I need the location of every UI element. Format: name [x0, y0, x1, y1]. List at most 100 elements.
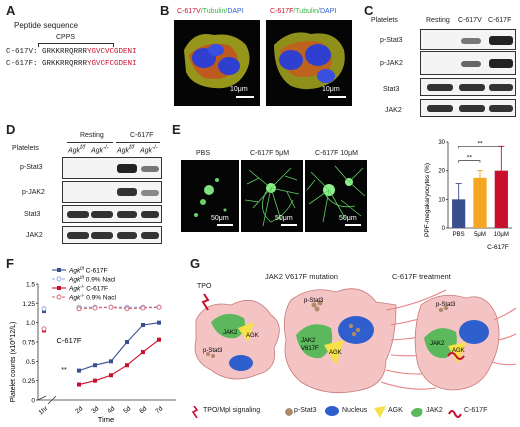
- c-blot-pstat3: [420, 29, 516, 50]
- g-nucleus-1: [229, 355, 253, 371]
- c-row-pjak2: p-JAK2: [380, 60, 403, 67]
- g-jak2-2: [296, 324, 333, 359]
- e-micro-10um: 50μm: [305, 160, 367, 232]
- line-chart: 0 0.25 0.5 0.75 1.0 1.25 1.5 1hr 2d 3d 4d 5d 6d 7d Pl…: [10, 266, 176, 424]
- g-jak2-1: [211, 313, 245, 339]
- cpps-bracket: [38, 43, 114, 47]
- g-legend-agk: AGK: [388, 407, 403, 414]
- d-lane-1: Agkf/f: [68, 145, 86, 155]
- panel-e-label: E: [172, 122, 181, 137]
- bar-sig-bracket-1: [458, 145, 502, 149]
- g-label-v617f-2: V617F: [301, 346, 319, 352]
- line-ytick-label: 0.25: [22, 378, 35, 385]
- g-agk-1: [238, 322, 254, 342]
- line-ytick-label: 0.5: [26, 359, 35, 366]
- line-point-2-5: [141, 350, 145, 355]
- c-col-617v: C-617V: [458, 17, 482, 24]
- line-xtick-label-2: 3d: [90, 405, 100, 415]
- cpps-label: CPPS: [56, 34, 76, 41]
- g-nucleus-3: [459, 320, 489, 344]
- d-lane-4: Agk-/-: [140, 145, 158, 155]
- c-row-pstat3: p-Stat3: [380, 37, 403, 44]
- line-legend-marker-3: [56, 294, 62, 300]
- c-row-stat3: Stat3: [383, 86, 400, 93]
- d-row-pjak2: p-JAK2: [22, 189, 45, 196]
- g-legend-jak2: JAK2: [426, 407, 443, 414]
- panel-b-label: B: [160, 3, 170, 18]
- d-row-pstat3: p-Stat3: [20, 164, 43, 171]
- bar-sig-label-0: **: [467, 155, 473, 162]
- e-label-10um: C-617F 10μM: [315, 150, 358, 157]
- g-label-pstat3-1: p-Stat3: [203, 348, 223, 354]
- d-header: Platelets: [12, 145, 39, 152]
- g-legend-nucleus: Nucleus: [342, 407, 368, 414]
- line-point-3-5: [140, 305, 146, 311]
- panel-a-label: A: [6, 3, 16, 18]
- g-label-agk-3: AGK: [452, 348, 465, 354]
- line-legend-marker-0: [57, 268, 61, 272]
- bar-xtick-label-2: 10μM: [494, 232, 509, 238]
- g-label-jak2-1: JAK2: [223, 330, 238, 336]
- line-xtick-label-5: 6d: [138, 405, 148, 415]
- g-label-pstat3-2: p-Stat3: [304, 298, 324, 304]
- d-row-stat3: Stat3: [24, 211, 41, 218]
- c-blot-stat3: [420, 78, 516, 96]
- line-point-2-1: [77, 382, 81, 387]
- c-blot-pjak2: [420, 51, 516, 75]
- micro-1-title: C-617V/Tubulin/DAPI: [177, 8, 244, 15]
- line-ytick-label: 0: [31, 398, 35, 405]
- bar-ytick-label: 10: [438, 197, 445, 203]
- line-ytick-label: 1.0: [26, 320, 35, 327]
- scale-617v: 10μm: [230, 86, 248, 93]
- line-axis-break: [37, 395, 57, 405]
- line-point-0-6: [157, 320, 161, 325]
- g-tpo-label: TPO: [197, 283, 212, 290]
- e-label-pbs: PBS: [196, 150, 211, 157]
- panel-g-label: G: [190, 256, 201, 271]
- line-legend-marker-1: [56, 276, 62, 282]
- g-agk-2: [324, 340, 344, 365]
- e-scale-5um: 50μm: [275, 215, 293, 222]
- g-label-agk-2: AGK: [329, 350, 342, 356]
- panel-f-label: F: [6, 256, 14, 271]
- d-lane-3: Agkf/f: [117, 145, 135, 155]
- bar-ytick-label: 0: [442, 226, 446, 232]
- peptide-row-617f: C-617F: GRKKRRQRRRYGVCFCGDENI: [6, 60, 137, 68]
- line-point-3-1: [76, 306, 82, 312]
- e-micro-pbs: 50μm: [181, 160, 239, 232]
- e-micro-5um: 50μm: [241, 160, 303, 232]
- bar-ytick-label: 20: [438, 169, 445, 175]
- d-lane-2: Agk-/-: [91, 145, 109, 155]
- g-legend: TPO/Mpl signaling p-Stat3 Nucleus AGK JA…: [190, 405, 516, 421]
- bar-2: [494, 170, 508, 228]
- peptide-row-617v: C-617V: GRKKRRQRRRYGVCVCGDENI: [6, 48, 137, 56]
- line-chart-ylabel: Platelet counts (x10^12/L): [10, 322, 17, 403]
- c-col-resting: Resting: [426, 17, 450, 24]
- d-blot-pstat3: [62, 157, 162, 179]
- g-diagram: JAK2 p-Stat3 AGK p-Stat3 JAK2 V617F AGK …: [194, 288, 517, 394]
- bar-ytick-label: 30: [438, 140, 445, 146]
- line-series-0: [78, 322, 160, 372]
- line-point-2-4: [125, 363, 129, 368]
- bar-xtick-label-1: 5μM: [474, 232, 486, 238]
- line-ytick-label: 1.25: [22, 301, 35, 308]
- line-legend-label-0: Agkf/f C-617F: [68, 266, 107, 275]
- bar-1: [473, 177, 487, 228]
- g-label-pstat3-3: p-Stat3: [436, 302, 456, 308]
- c-row-jak2: JAK2: [385, 107, 402, 114]
- line-series-2: [78, 339, 160, 386]
- line-legend-label-1: Agkf/f 0.9% Nacl: [68, 275, 116, 284]
- line-point-1-0: [41, 306, 47, 312]
- g-jak2-3: [424, 328, 457, 359]
- line-xtick-label-3: 4d: [106, 405, 116, 415]
- bar-xtick-label-0: PBS: [453, 232, 465, 238]
- g-proplatelets-3: [491, 307, 517, 366]
- bar-sig-label-1: **: [477, 140, 483, 147]
- micrograph-617f: 10μm: [266, 20, 352, 106]
- g-legend-pstat3: p-Stat3: [294, 407, 317, 414]
- g-c617f-3: [447, 352, 465, 360]
- d-blot-pjak2: [62, 181, 162, 203]
- bar-chart: 0 10 20 30 PBS 5μM 10μM ** ** PPF-megakaryocyte…: [424, 140, 512, 251]
- panel-c-label: C: [364, 3, 374, 18]
- d-blot-stat3: [62, 205, 162, 223]
